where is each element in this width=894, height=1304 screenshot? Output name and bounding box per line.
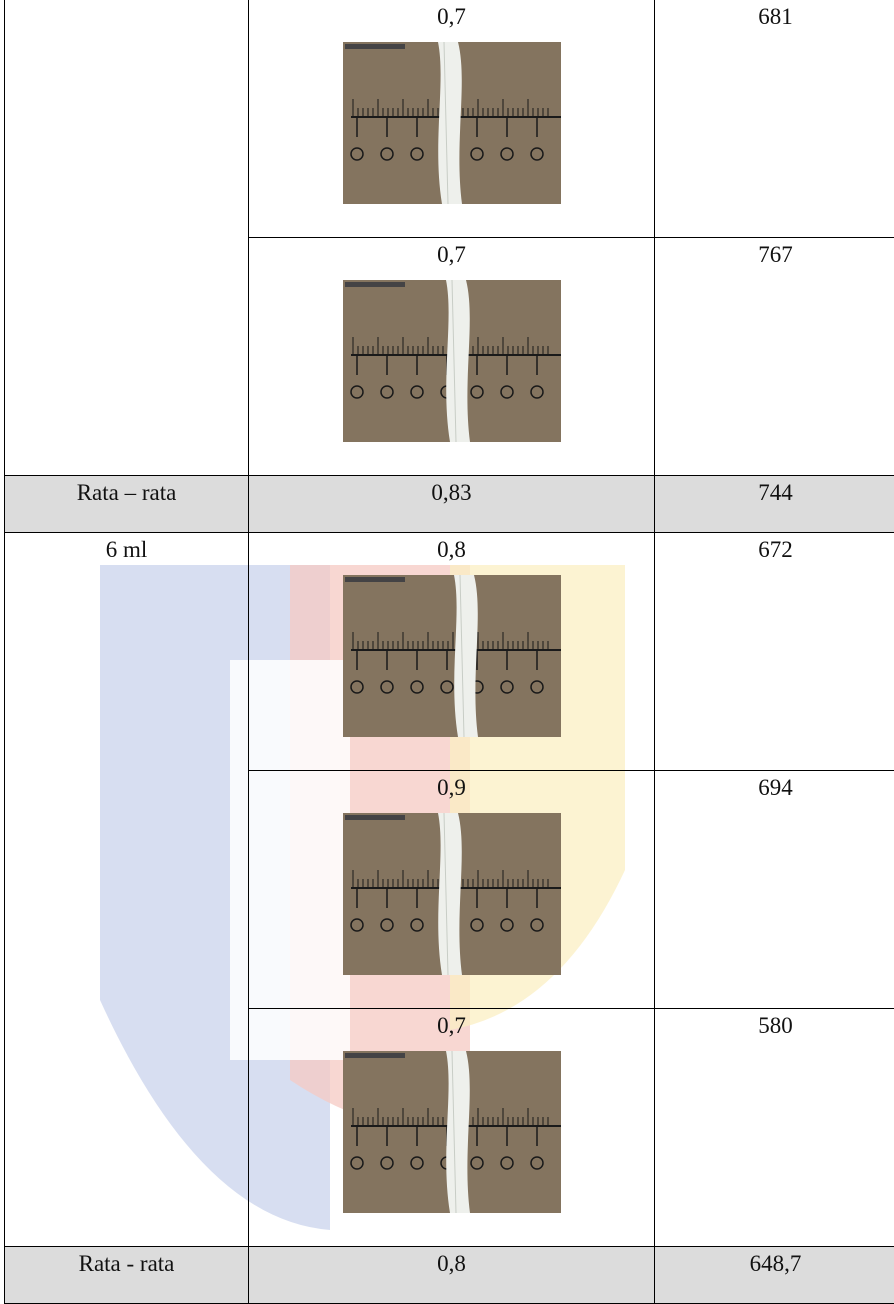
diameter-cell: 0,7 bbox=[249, 0, 655, 238]
diameter: 0,7 bbox=[249, 242, 654, 268]
diameter: 0,8 bbox=[249, 537, 654, 563]
row: 0,7 681 bbox=[5, 0, 894, 238]
average-diameter: 0,8 bbox=[249, 1247, 655, 1304]
diameter-cell: 0,7 bbox=[249, 1009, 655, 1247]
value: 580 bbox=[655, 1009, 894, 1247]
diameter-cell: 0,8 bbox=[249, 533, 655, 771]
value: 681 bbox=[655, 0, 894, 238]
micrograph bbox=[343, 42, 561, 204]
diameter: 0,7 bbox=[249, 1013, 654, 1039]
group-label: 6 ml bbox=[5, 533, 249, 1247]
diameter: 0,9 bbox=[249, 775, 654, 801]
average-value: 648,7 bbox=[655, 1247, 894, 1304]
micrograph bbox=[343, 575, 561, 737]
micrograph bbox=[343, 280, 561, 442]
micrograph bbox=[343, 1051, 561, 1213]
micrograph bbox=[343, 813, 561, 975]
average-value: 744 bbox=[655, 476, 894, 533]
diameter-cell: 0,7 bbox=[249, 238, 655, 476]
diameter: 0,7 bbox=[249, 4, 654, 30]
value: 672 bbox=[655, 533, 894, 771]
value: 767 bbox=[655, 238, 894, 476]
average-label: Rata - rata bbox=[5, 1247, 249, 1304]
diameter-cell: 0,9 bbox=[249, 771, 655, 1009]
group-label bbox=[5, 0, 249, 476]
value: 694 bbox=[655, 771, 894, 1009]
page: 0,7 6810,7 767Rata – rata0,837446 ml0,8 … bbox=[0, 0, 894, 1300]
average-label: Rata – rata bbox=[5, 476, 249, 533]
average-diameter: 0,83 bbox=[249, 476, 655, 533]
